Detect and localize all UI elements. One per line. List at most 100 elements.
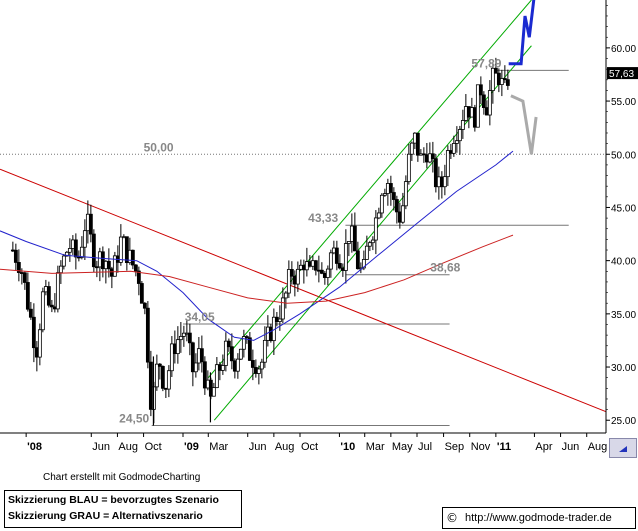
candle-body	[214, 364, 219, 389]
last-price-label: 57,63	[609, 69, 634, 80]
scroll-right-button[interactable]	[609, 438, 637, 458]
price-chart: 50,00 57,89 43,33 38,68 34,05 24,50 25.00 30.0…	[0, 0, 638, 470]
candle-body	[130, 249, 135, 266]
candle-body	[220, 365, 225, 371]
candle-body	[277, 318, 282, 322]
candle-body	[52, 306, 57, 310]
candle-body	[307, 261, 312, 267]
candle-body	[193, 362, 198, 373]
candle-body	[28, 308, 33, 318]
candle-body	[169, 343, 174, 372]
candle-body	[406, 153, 411, 183]
x-tick-label: Apr	[535, 441, 552, 453]
candle-body	[292, 275, 297, 285]
x-tick-label: Jun	[92, 441, 110, 453]
candle-body	[349, 225, 354, 242]
candle-body	[145, 307, 150, 363]
candle-body	[421, 153, 426, 156]
candle-body	[286, 269, 291, 294]
scenario-blau-line	[508, 0, 536, 66]
x-tick-label: Aug	[275, 441, 295, 453]
candle-body	[268, 326, 273, 342]
candle-body	[118, 236, 123, 263]
candle-body	[10, 249, 15, 252]
candle-body	[391, 192, 396, 200]
candle-body	[226, 340, 231, 348]
candle-body	[61, 255, 66, 267]
y-tick-label: 25.00	[611, 416, 636, 427]
downtrend-line	[0, 168, 607, 413]
candle-body	[112, 255, 117, 277]
candle-body	[205, 379, 210, 389]
x-tick-label: Jul	[418, 441, 432, 453]
source-link[interactable]: © http://www.godmode-trader.de	[442, 507, 636, 529]
candle-body	[235, 358, 240, 372]
candle-body	[13, 249, 18, 263]
candle-body	[448, 150, 453, 154]
moving-averages	[0, 150, 514, 341]
candle-body	[484, 107, 489, 116]
chart-background	[0, 0, 638, 470]
x-tick-label: Aug	[118, 441, 138, 453]
candle-body	[322, 272, 327, 278]
candle-body	[388, 183, 393, 193]
x-tick-label: '11	[497, 441, 511, 453]
candle-body	[427, 153, 432, 163]
candle-body	[403, 181, 408, 207]
y-tick-label: 30.00	[611, 363, 636, 374]
support-resistance-levels	[0, 69, 606, 427]
candle-body	[280, 297, 285, 320]
candle-body	[238, 348, 243, 360]
candle-body	[241, 336, 246, 350]
candle-body	[463, 106, 468, 121]
copyright-icon: ©	[446, 511, 458, 525]
candle-body	[142, 302, 147, 309]
price-candles	[10, 57, 510, 426]
candle-body	[418, 153, 423, 156]
candle-body	[124, 236, 129, 264]
candle-body	[202, 361, 207, 389]
x-tick-label: Mar	[366, 441, 385, 453]
candle-body	[37, 329, 42, 358]
candle-body	[364, 245, 369, 260]
candle-body	[298, 264, 303, 270]
candle-body	[343, 243, 348, 271]
candle-body	[478, 84, 483, 96]
level-labels: 50,00 57,89 43,33 38,68 34,05 24,50	[119, 56, 502, 425]
candle-body	[229, 346, 234, 362]
candle-body	[106, 260, 111, 270]
candle-body	[331, 247, 336, 254]
candle-body	[325, 268, 330, 278]
candle-body	[181, 332, 186, 337]
candle-body	[133, 264, 138, 272]
candle-body	[346, 241, 351, 244]
candle-body	[67, 248, 72, 253]
scenario-sketches	[508, 0, 538, 155]
y-tick-label: 60.00	[611, 44, 636, 55]
scenario-grau-line	[510, 94, 538, 155]
level-label: 50,00	[144, 140, 174, 154]
candle-body	[97, 251, 102, 268]
candle-body	[409, 142, 414, 155]
candle-body	[250, 360, 255, 368]
x-tick-label: May	[392, 441, 413, 453]
candle-body	[253, 367, 258, 374]
candle-body	[46, 286, 51, 306]
x-tick-label: Jun	[562, 441, 580, 453]
y-tick-label: 55.00	[611, 97, 636, 108]
candle-body	[394, 199, 399, 213]
candle-body	[16, 262, 21, 273]
candle-body	[475, 84, 480, 128]
candle-body	[337, 263, 342, 269]
candle-body	[490, 67, 495, 91]
candle-body	[328, 252, 333, 270]
candle-body	[76, 256, 81, 259]
source-url[interactable]: http://www.godmode-trader.de	[465, 512, 612, 524]
candle-body	[217, 364, 222, 371]
candle-body	[400, 205, 405, 223]
candle-body	[121, 236, 126, 239]
candle-body	[109, 268, 114, 277]
candle-body	[70, 239, 75, 249]
level-label: 34,05	[185, 310, 215, 324]
x-tick-label: Oct	[301, 441, 318, 453]
